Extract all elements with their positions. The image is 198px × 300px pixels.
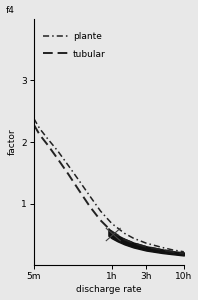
tubular <box>110 230 113 233</box>
tubular <box>132 241 135 245</box>
plante <box>145 241 147 245</box>
tubular <box>161 248 163 252</box>
Line: plante: plante <box>34 118 184 252</box>
tubular <box>67 172 69 176</box>
plante <box>47 137 49 141</box>
plante <box>123 232 126 235</box>
X-axis label: discharge rate: discharge rate <box>76 285 142 294</box>
plante <box>33 117 35 120</box>
tubular <box>33 123 35 127</box>
plante <box>38 127 41 130</box>
plante <box>57 149 59 153</box>
Text: f4: f4 <box>6 6 14 15</box>
plante <box>132 236 135 240</box>
tubular <box>123 238 126 241</box>
tubular <box>78 188 80 192</box>
tubular <box>57 158 59 161</box>
tubular <box>89 205 91 208</box>
plante <box>78 178 80 182</box>
Y-axis label: factor: factor <box>8 129 17 155</box>
tubular <box>183 252 185 255</box>
tubular <box>38 133 41 136</box>
tubular <box>171 250 174 253</box>
plante <box>171 248 174 252</box>
tubular <box>99 218 102 222</box>
plante <box>89 194 91 198</box>
tubular <box>145 245 147 249</box>
Line: tubular: tubular <box>34 125 184 254</box>
Legend: plante, tubular: plante, tubular <box>41 31 107 60</box>
plante <box>67 164 69 167</box>
plante <box>161 246 163 249</box>
plante <box>99 209 102 213</box>
plante <box>183 250 185 253</box>
plante <box>110 222 113 225</box>
tubular <box>47 143 49 147</box>
